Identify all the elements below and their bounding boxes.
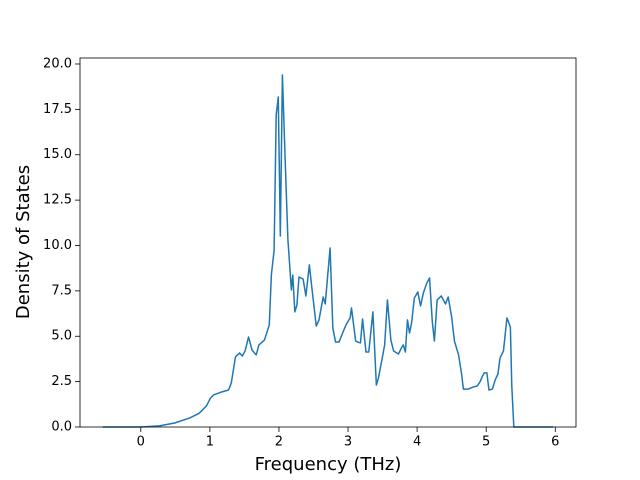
y-tick-label: 15.0 [43,147,72,162]
y-tick-label: 12.5 [43,193,72,208]
x-tick-label: 5 [482,435,490,450]
x-tick-label: 3 [344,435,352,450]
x-tick-label: 4 [413,435,421,450]
y-tick-label: 2.5 [51,374,72,389]
x-tick-label: 2 [275,435,283,450]
x-axis-label: Frequency (THz) [255,454,402,475]
plot-frame [79,57,577,428]
y-tick-label: 10.0 [43,238,72,253]
x-tick-label: 6 [551,435,559,450]
y-tick-label: 17.5 [43,102,72,117]
y-tick-label: 5.0 [51,329,72,344]
y-axis-label: Density of States [13,165,34,319]
y-tick-label: 7.5 [51,283,72,298]
y-tick-label: 0.0 [51,420,72,435]
line [102,74,554,428]
x-tick-label: 1 [206,435,214,450]
y-tick-label: 20.0 [43,56,72,71]
x-tick-label: 0 [137,435,145,450]
